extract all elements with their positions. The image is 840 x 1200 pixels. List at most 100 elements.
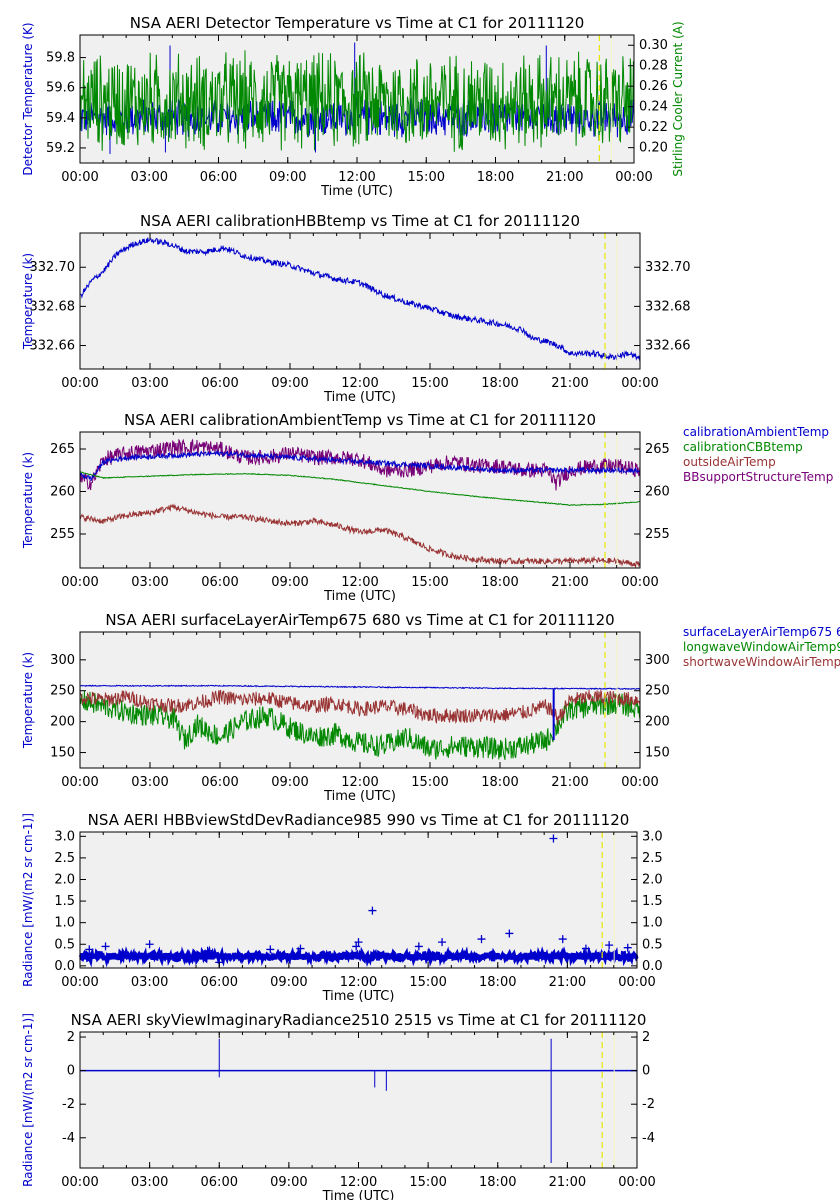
chart-panel-3: 00:00 03:00 06:00 09:00 12:00 15:00 18:00 21:00… <box>21 411 833 604</box>
plot-area <box>80 632 640 768</box>
x-axis-label: Time (UTC) <box>323 789 396 804</box>
y-tick-label-right: 1.0 <box>642 916 663 931</box>
x-tick-label: 03:00 <box>131 575 168 590</box>
y-tick-label-right: 200 <box>645 715 670 730</box>
series-1 <box>79 690 641 760</box>
y-tick-label: 3.0 <box>54 829 75 844</box>
scatter-point <box>605 941 614 950</box>
chart-panel-2: 00:00 03:00 06:00 09:00 12:00 15:00 18:00 21:00… <box>21 212 691 405</box>
x-axis-label: Time (UTC) <box>323 589 396 604</box>
legend-entry: surfaceLayerAirTemp675 68 <box>683 625 840 639</box>
y-tick-label-right: 150 <box>645 746 670 761</box>
y-tick-label-right: 3.0 <box>642 829 663 844</box>
x-tick-label: 00:00 <box>618 1175 655 1190</box>
x-tick-label: 18:00 <box>479 1175 516 1190</box>
y-tick-label: 2 <box>67 1030 75 1045</box>
y-tick-label-right: 2 <box>642 1030 650 1045</box>
series-line <box>79 503 641 569</box>
x-tick-label: 06:00 <box>201 575 238 590</box>
scatter-point <box>85 945 94 954</box>
y-tick-label-right: 265 <box>645 442 670 457</box>
x-tick-label: 18:00 <box>477 170 514 185</box>
scatter-point <box>477 935 486 944</box>
scatter-point <box>368 906 377 915</box>
x-tick-label: 21:00 <box>551 575 588 590</box>
y2-tick-label: 0.20 <box>639 141 668 156</box>
y-tick-label: 332.70 <box>30 260 76 275</box>
y-tick-label-right: 2.0 <box>642 872 663 887</box>
x-tick-label: 15:00 <box>409 975 446 990</box>
chart-title: NSA AERI HBBviewStdDevRadiance985 990 vs… <box>88 811 630 829</box>
y-tick-label-right: -4 <box>642 1131 655 1146</box>
y-tick-label-right: 332.66 <box>645 339 691 354</box>
y-tick-label: 150 <box>50 746 75 761</box>
y-tick-label: 250 <box>50 684 75 699</box>
x-tick-label: 09:00 <box>270 1175 307 1190</box>
y-tick-label: 59.2 <box>46 141 75 156</box>
y-tick-label-right: 0.5 <box>642 937 663 952</box>
plot-area <box>80 233 640 369</box>
x-tick-label: 21:00 <box>551 376 588 391</box>
legend-entry: calibrationCBBtemp <box>683 440 803 454</box>
series-2 <box>79 449 641 481</box>
chart-title: NSA AERI calibrationHBBtemp vs Time at C… <box>140 212 580 230</box>
x-tick-label: 03:00 <box>131 1175 168 1190</box>
y-tick-label-right: 1.5 <box>642 894 663 909</box>
scatter-point <box>266 945 275 954</box>
x-tick-label: 12:00 <box>340 975 377 990</box>
x-tick-label: 15:00 <box>411 376 448 391</box>
scatter-point <box>549 834 558 843</box>
x-tick-label: 00:00 <box>61 376 98 391</box>
x-tick-label: 06:00 <box>200 170 237 185</box>
x-tick-label: 06:00 <box>201 775 238 790</box>
scatter-point <box>505 929 514 938</box>
y-tick-label-right: 2.5 <box>642 851 663 866</box>
x-tick-label: 18:00 <box>479 975 516 990</box>
y-tick-label: 200 <box>50 715 75 730</box>
series-1 <box>80 1038 637 1163</box>
x-tick-label: 12:00 <box>340 1175 377 1190</box>
x-tick-label: 03:00 <box>131 775 168 790</box>
y-axis-label: Radiance [mW/(m2 sr cm-1)] <box>21 813 35 987</box>
x-tick-label: 00:00 <box>61 1175 98 1190</box>
y-tick-label-right: 332.70 <box>645 260 691 275</box>
x-tick-label: 18:00 <box>481 376 518 391</box>
y-axis-label: Radiance [mW/(m2 sr cm-1)] <box>21 1013 35 1187</box>
y-tick-label: 260 <box>50 485 75 500</box>
x-tick-label: 12:00 <box>338 170 375 185</box>
series-band <box>78 945 639 968</box>
series-line <box>79 684 641 690</box>
y2-tick-label: 0.26 <box>639 79 668 94</box>
y-tick-label: 59.8 <box>46 51 75 66</box>
scatter-point <box>296 944 305 953</box>
series-line <box>79 237 641 362</box>
y-tick-label-right: -2 <box>642 1097 655 1112</box>
series-line <box>79 689 641 725</box>
y-tick-label: 332.66 <box>30 339 76 354</box>
x-tick-label: 03:00 <box>131 170 168 185</box>
chart-panel-6: 00:00 03:00 06:00 09:00 12:00 15:00 18:00 21:00… <box>21 1011 656 1200</box>
x-tick-label: 00:00 <box>621 775 658 790</box>
scatter-point <box>101 942 110 951</box>
series-1 <box>78 834 639 968</box>
plot-area <box>80 1032 637 1168</box>
y-axis-label: Temperature (k) <box>21 253 35 350</box>
y-tick-label: 1.0 <box>54 916 75 931</box>
scatter-point <box>558 935 567 944</box>
y-tick-label: 2.5 <box>54 851 75 866</box>
x-tick-label: 21:00 <box>546 170 583 185</box>
scatter-point <box>414 942 423 951</box>
y-tick-label: 59.4 <box>46 111 75 126</box>
y-axis-label: Temperature (k) <box>21 652 35 749</box>
x-tick-label: 03:00 <box>131 376 168 391</box>
scatter-point <box>203 946 212 955</box>
series-line <box>79 50 635 152</box>
y-tick-label-right: 332.68 <box>645 299 691 314</box>
y-tick-label-right: 0.0 <box>642 959 663 974</box>
y-tick-label: 1.5 <box>54 894 75 909</box>
scatter-point <box>623 943 632 952</box>
x-tick-label: 00:00 <box>61 575 98 590</box>
y-tick-label: -2 <box>62 1097 75 1112</box>
x-tick-label: 06:00 <box>201 376 238 391</box>
